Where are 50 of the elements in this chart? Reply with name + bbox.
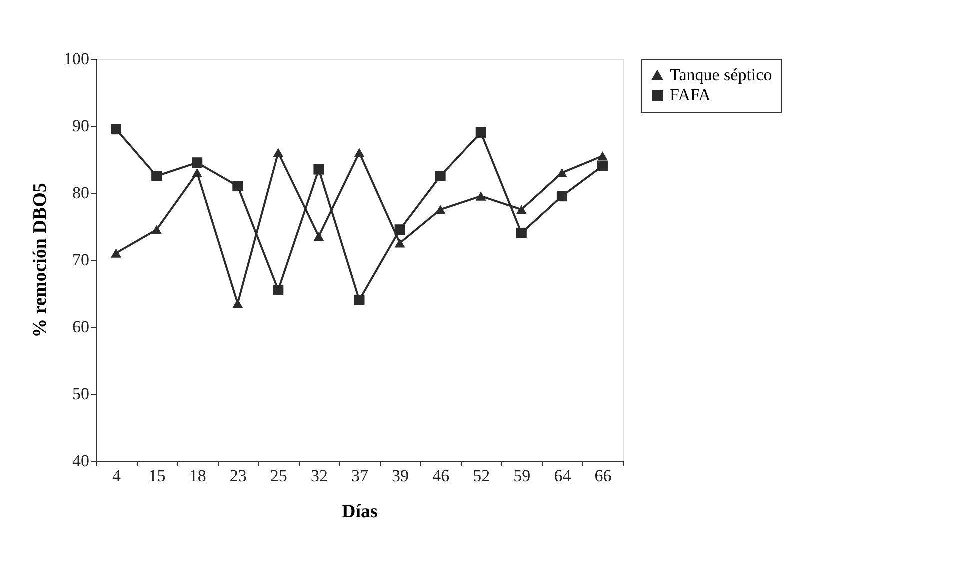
point	[354, 148, 365, 158]
point	[314, 232, 324, 242]
point	[556, 168, 568, 178]
x-tick-label: 39	[392, 466, 410, 486]
legend-label: FAFA	[670, 86, 712, 104]
x-axis-title: Días	[342, 502, 378, 522]
x-tick-label: 64	[554, 466, 572, 486]
x-tick-label: 37	[352, 466, 369, 486]
x-tick-label: 15	[148, 466, 166, 486]
legend-label: Tanque séptico	[670, 66, 772, 84]
point	[394, 238, 406, 248]
x-tick-label: 23	[230, 466, 247, 486]
point	[111, 124, 122, 135]
y-tick-label: 100	[64, 50, 90, 68]
y-tick-label: 90	[72, 116, 90, 136]
point	[556, 191, 568, 202]
y-tick-label: 60	[72, 318, 90, 336]
point	[476, 127, 486, 138]
point	[394, 224, 406, 236]
x-tick-label: 52	[473, 466, 490, 486]
x-tick-label: 46	[432, 466, 450, 486]
y-tick-label: 70	[72, 250, 90, 270]
point	[354, 294, 365, 306]
point	[192, 158, 203, 168]
point	[273, 284, 284, 296]
y-tick-label: 40	[72, 452, 90, 470]
x-tick-label: 32	[310, 466, 328, 486]
point	[476, 192, 486, 201]
point	[314, 164, 324, 175]
point	[597, 160, 608, 172]
point	[273, 148, 284, 158]
point	[152, 225, 162, 234]
point	[516, 205, 527, 214]
point	[597, 152, 608, 161]
x-tick-label: 59	[514, 466, 531, 486]
x-tick-label: 25	[270, 466, 288, 486]
point	[435, 171, 446, 182]
point	[152, 171, 162, 182]
x-tick-label: 66	[594, 466, 612, 486]
y-axis-title: % remoción DBO5	[30, 183, 51, 338]
point	[435, 205, 446, 214]
point	[111, 248, 122, 258]
x-tick-label: 4	[112, 466, 122, 486]
y-tick-label: 50	[72, 384, 90, 404]
point	[516, 228, 527, 238]
point	[232, 299, 244, 308]
x-tick-label: 18	[189, 466, 206, 486]
point	[192, 168, 203, 178]
y-tick-label: 80	[72, 184, 90, 202]
point	[232, 181, 244, 192]
